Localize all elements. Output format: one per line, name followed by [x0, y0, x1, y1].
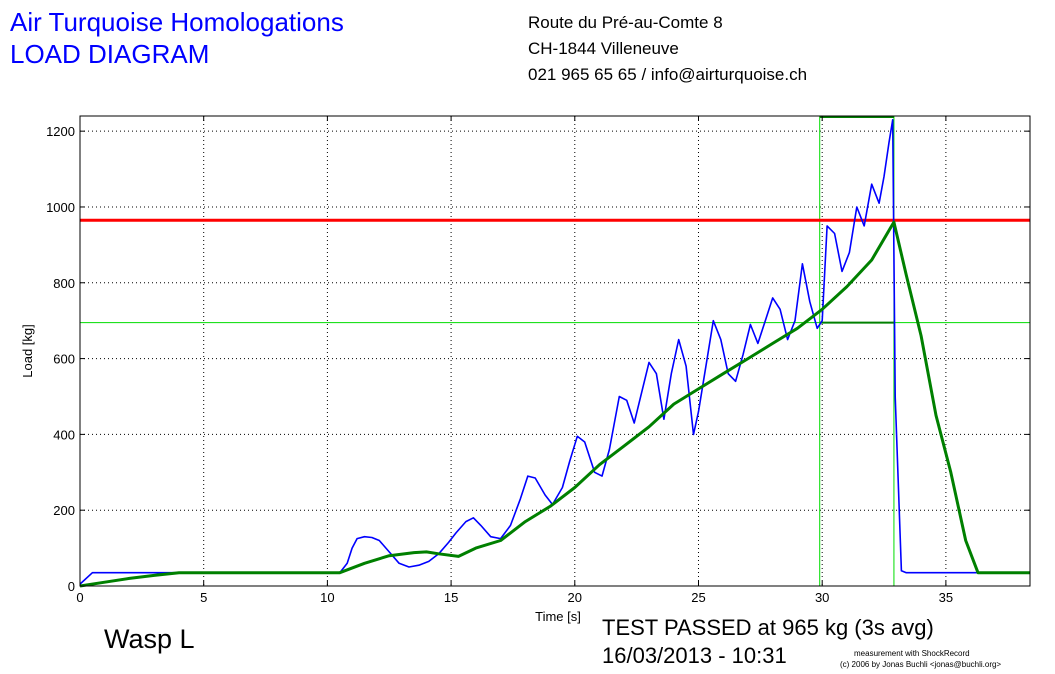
header-title-block: Air Turquoise Homologations LOAD DIAGRAM: [10, 6, 344, 70]
y-tick-label: 200: [53, 503, 75, 518]
x-tick-label: 25: [691, 590, 705, 605]
address-line-contact: 021 965 65 65 / info@airturquoise.ch: [528, 65, 808, 84]
credit-line-1: measurement with ShockRecord: [854, 649, 970, 658]
credit-block: measurement with ShockRecord (c) 2006 by…: [840, 648, 1001, 670]
series-line-average: [79, 220, 1030, 588]
x-tick-label: 35: [939, 590, 953, 605]
x-tick-label: 20: [568, 590, 582, 605]
y-tick-label: 1200: [46, 124, 75, 139]
x-tick-label: 10: [320, 590, 334, 605]
y-tick-label: 400: [53, 427, 75, 442]
y-tick-label: 0: [68, 579, 75, 594]
credit-line-2: (c) 2006 by Jonas Buchli <jonas@buchli.o…: [840, 660, 1002, 669]
company-name: Air Turquoise Homologations: [10, 7, 344, 37]
test-datetime: 16/03/2013 - 10:31: [602, 643, 787, 668]
y-tick-label: 1000: [46, 200, 75, 215]
address-block: Route du Pré-au-Comte 8 CH-1844 Villeneu…: [528, 10, 807, 88]
address-line-street: Route du Pré-au-Comte 8: [528, 13, 723, 32]
y-tick-label: 600: [53, 352, 75, 367]
x-tick-label: 0: [76, 590, 83, 605]
x-tick-label: 5: [200, 590, 207, 605]
series-line-raw: [79, 119, 1030, 585]
y-tick-label: 800: [53, 276, 75, 291]
plot-frame: [79, 115, 1031, 587]
result-block: TEST PASSED at 965 kg (3s avg) 16/03/201…: [602, 614, 934, 670]
y-axis-label: Load [kg]: [20, 324, 35, 378]
x-axis-label: Time [s]: [535, 609, 581, 624]
test-result: TEST PASSED at 965 kg (3s avg): [602, 615, 934, 640]
diagram-title: LOAD DIAGRAM: [10, 39, 210, 69]
address-line-city: CH-1844 Villeneuve: [528, 39, 679, 58]
plot-area: [80, 116, 1030, 586]
x-tick-label: 15: [444, 590, 458, 605]
x-tick-label: 30: [815, 590, 829, 605]
product-name: Wasp L: [104, 624, 195, 654]
